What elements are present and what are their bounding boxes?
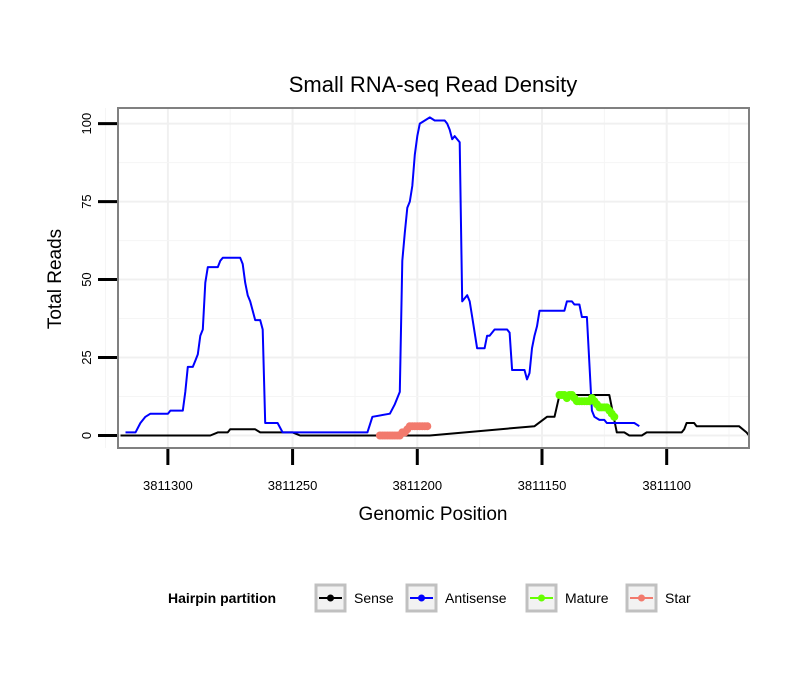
legend-key-dot: [538, 594, 545, 602]
legend-key-dot: [418, 594, 425, 602]
x-axis: 3811300 3811250 3811200 3811150 3811100: [143, 448, 691, 493]
series-layer: [120, 116, 750, 440]
chart-title: Small RNA-seq Read Density: [289, 72, 578, 97]
x-tick-label: 3811300: [143, 478, 193, 493]
point-mature: [610, 412, 619, 421]
y-tick-label: 100: [79, 113, 94, 135]
legend-label-sense: Sense: [354, 590, 394, 606]
legend-key-dot: [638, 594, 645, 602]
legend-label-star: Star: [665, 590, 691, 606]
legend-key-dot: [327, 594, 334, 602]
legend-title: Hairpin partition: [168, 590, 276, 606]
y-tick-label: 25: [79, 350, 94, 364]
y-tick-label: 50: [79, 272, 94, 286]
grid: [105, 108, 749, 448]
y-tick-label: 0: [79, 432, 94, 439]
x-tick-label: 3811100: [642, 478, 691, 493]
x-tick-label: 3811200: [392, 478, 442, 493]
x-tick-label: 3811150: [518, 478, 567, 493]
legend-label-mature: Mature: [565, 590, 609, 606]
series-line-sense: [120, 394, 750, 437]
y-axis: 0 25 50 75 100: [79, 113, 118, 439]
x-axis-title: Genomic Position: [359, 504, 508, 525]
y-axis-title: Total Reads: [45, 229, 66, 329]
y-tick-label: 75: [79, 194, 94, 208]
plot-panel-border: [117, 107, 750, 449]
x-tick-label: 3811250: [268, 478, 318, 493]
series-line-antisense: [125, 116, 640, 434]
legend: Hairpin partition Sense Antisense Mature St…: [168, 583, 691, 613]
point-star: [423, 422, 432, 431]
legend-label-antisense: Antisense: [445, 590, 507, 606]
